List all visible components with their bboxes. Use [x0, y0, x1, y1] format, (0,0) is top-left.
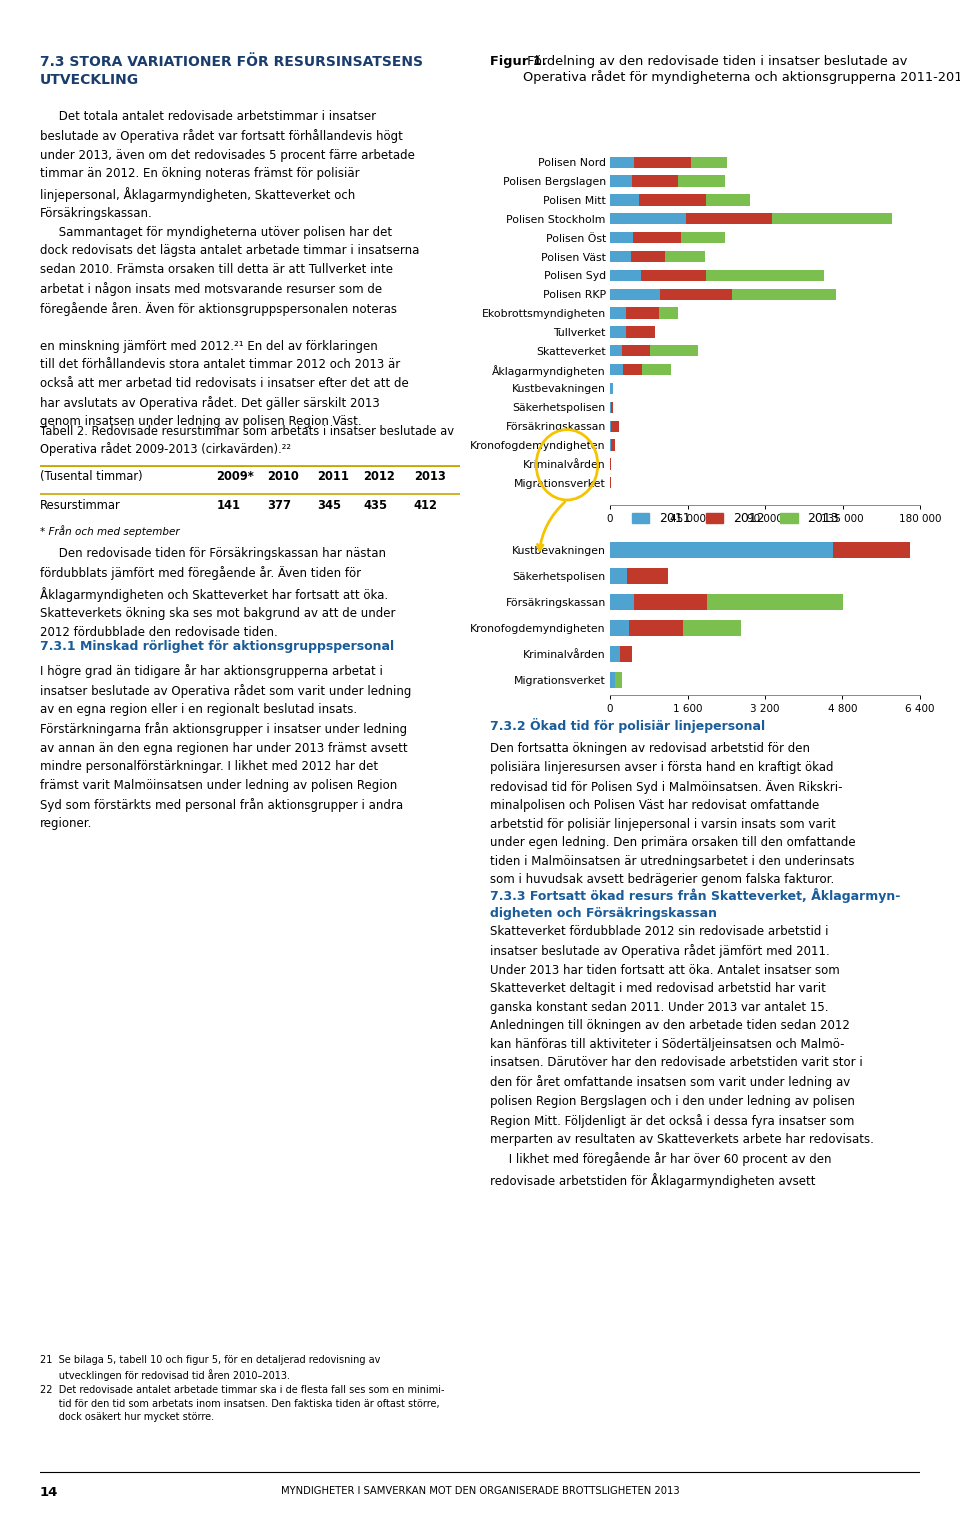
Bar: [610, 326, 626, 338]
Text: 2011: 2011: [317, 471, 349, 483]
Bar: [650, 346, 698, 356]
Bar: [660, 288, 732, 300]
Text: Den redovisade tiden för Försäkringskassan har nästan
fördubblats jämfört med fö: Den redovisade tiden för Försäkringskass…: [40, 547, 396, 638]
Bar: [610, 157, 635, 168]
Bar: [610, 195, 639, 206]
Bar: [772, 213, 893, 224]
Bar: [610, 646, 620, 663]
Bar: [678, 175, 725, 187]
Bar: [635, 157, 691, 168]
Bar: [610, 346, 622, 356]
Text: Tabell 2. Redovisade resurstimmar som arbetats i insatser beslutade av
Operativa: Tabell 2. Redovisade resurstimmar som ar…: [40, 425, 454, 457]
Bar: [635, 594, 707, 609]
Text: 7.3.3 Fortsatt ökad resurs från Skatteverket, Åklagarmyn-
digheten och Försäkrin: 7.3.3 Fortsatt ökad resurs från Skatteve…: [490, 888, 900, 920]
Text: Skatteverket fördubblade 2012 sin redovisade arbetstid i
insatser beslutade av O: Skatteverket fördubblade 2012 sin redovi…: [490, 924, 874, 1188]
Text: 345: 345: [317, 500, 341, 512]
Bar: [732, 288, 835, 300]
Bar: [611, 402, 613, 413]
Text: Det totala antalet redovisade arbetstimmar i insatser
beslutade av Operativa råd: Det totala antalet redovisade arbetstimm…: [40, 110, 420, 428]
Bar: [611, 420, 619, 433]
Text: 14: 14: [40, 1486, 59, 1499]
Bar: [610, 542, 833, 557]
Bar: [632, 175, 678, 187]
Text: * Från och med september: * Från och med september: [40, 525, 180, 536]
Bar: [685, 213, 772, 224]
Text: 2010: 2010: [267, 471, 299, 483]
Bar: [627, 568, 668, 583]
Text: 21  Se bilaga 5, tabell 10 och figur 5, för en detaljerad redovisning av
      u: 21 Se bilaga 5, tabell 10 och figur 5, f…: [40, 1355, 444, 1422]
Text: 377: 377: [267, 500, 291, 512]
Bar: [631, 251, 665, 262]
Bar: [630, 620, 683, 635]
Bar: [622, 346, 650, 356]
Bar: [626, 326, 655, 338]
Text: Resurstimmar: Resurstimmar: [40, 500, 121, 512]
Bar: [610, 594, 635, 609]
Bar: [691, 157, 727, 168]
Text: 7.3.2 Ökad tid för polisiär linjepersonal: 7.3.2 Ökad tid för polisiär linjepersona…: [490, 717, 765, 733]
Bar: [641, 270, 707, 282]
Text: 2009*: 2009*: [216, 471, 254, 483]
Bar: [626, 308, 660, 318]
Bar: [707, 195, 750, 206]
Bar: [610, 568, 627, 583]
Bar: [642, 364, 671, 375]
Bar: [610, 288, 660, 300]
Bar: [614, 672, 622, 688]
Text: Figur 1.: Figur 1.: [490, 55, 547, 69]
Bar: [610, 308, 626, 318]
Bar: [665, 251, 705, 262]
Bar: [683, 620, 741, 635]
Text: 2012: 2012: [364, 471, 396, 483]
Bar: [610, 251, 631, 262]
Text: 2013: 2013: [414, 471, 445, 483]
Bar: [682, 231, 725, 244]
Bar: [610, 620, 630, 635]
Text: (Tusental timmar): (Tusental timmar): [40, 471, 143, 483]
Bar: [610, 672, 614, 688]
Bar: [610, 382, 612, 394]
Bar: [623, 364, 642, 375]
Bar: [639, 195, 707, 206]
Text: MYNDIGHETER I SAMVERKAN MOT DEN ORGANISERADE BROTTSLIGHETEN 2013: MYNDIGHETER I SAMVERKAN MOT DEN ORGANISE…: [280, 1486, 680, 1496]
Bar: [610, 270, 641, 282]
Bar: [660, 308, 678, 318]
Text: 435: 435: [364, 500, 388, 512]
Text: I högre grad än tidigare år har aktionsgrupperna arbetat i
insatser beslutade av: I högre grad än tidigare år har aktionsg…: [40, 664, 412, 830]
Bar: [634, 231, 682, 244]
Text: 7.3 STORA VARIATIONER FÖR RESURSINSATSENS
UTVECKLING: 7.3 STORA VARIATIONER FÖR RESURSINSATSEN…: [40, 55, 423, 87]
Legend: 2011, 2012, 2013: 2011, 2012, 2013: [632, 513, 839, 525]
Bar: [707, 594, 843, 609]
Text: 7.3.1 Minskad rörlighet för aktionsgruppspersonal: 7.3.1 Minskad rörlighet för aktionsgrupp…: [40, 640, 395, 653]
Bar: [610, 364, 623, 375]
Text: 412: 412: [414, 500, 438, 512]
Bar: [620, 646, 632, 663]
Bar: [610, 231, 634, 244]
Bar: [610, 213, 685, 224]
Text: Den fortsatta ökningen av redovisad arbetstid för den
polisiära linjeresursen av: Den fortsatta ökningen av redovisad arbe…: [490, 742, 855, 886]
Bar: [611, 440, 614, 451]
Bar: [707, 270, 824, 282]
Bar: [833, 542, 910, 557]
Bar: [610, 175, 632, 187]
Text: Fördelning av den redovisade tiden i insatser beslutade av
Operativa rådet för m: Fördelning av den redovisade tiden i ins…: [523, 55, 960, 84]
Text: 141: 141: [216, 500, 240, 512]
